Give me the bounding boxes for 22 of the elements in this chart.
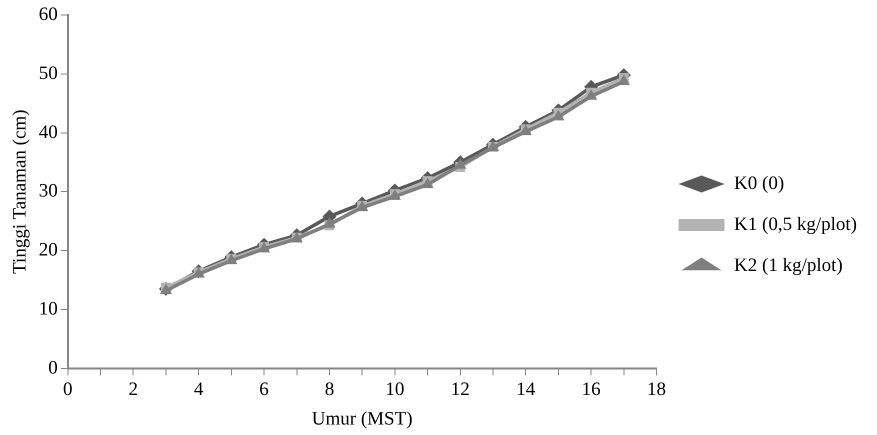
x-tick-label: 18 bbox=[647, 378, 666, 400]
legend-label: K0 (0) bbox=[734, 172, 784, 194]
x-tick-label: 4 bbox=[194, 378, 204, 400]
y-tick-label: 0 bbox=[48, 357, 58, 378]
x-tick-label: 10 bbox=[385, 378, 404, 400]
x-tick-label: 2 bbox=[128, 378, 138, 400]
y-tick-label: 30 bbox=[38, 180, 58, 202]
y-tick-label: 50 bbox=[38, 62, 58, 84]
x-axis-title: Umur (MST) bbox=[312, 408, 413, 430]
y-tick-label: 10 bbox=[38, 298, 58, 320]
x-tick-label: 8 bbox=[324, 378, 334, 400]
x-tick-label: 6 bbox=[259, 378, 269, 400]
legend-label: K1 (0,5 kg/plot) bbox=[734, 214, 858, 235]
x-tick-label: 0 bbox=[63, 378, 73, 400]
legend-label: K2 (1 kg/plot) bbox=[734, 254, 843, 276]
y-tick-label: 40 bbox=[38, 122, 58, 143]
y-axis-title: Tinggi Tanaman (cm) bbox=[9, 110, 30, 274]
x-tick-label: 12 bbox=[450, 378, 470, 400]
y-tick-label: 20 bbox=[38, 240, 58, 261]
x-tick-label: 16 bbox=[582, 378, 601, 400]
x-tick-label: 14 bbox=[516, 378, 536, 400]
y-tick-label: 60 bbox=[38, 4, 58, 25]
